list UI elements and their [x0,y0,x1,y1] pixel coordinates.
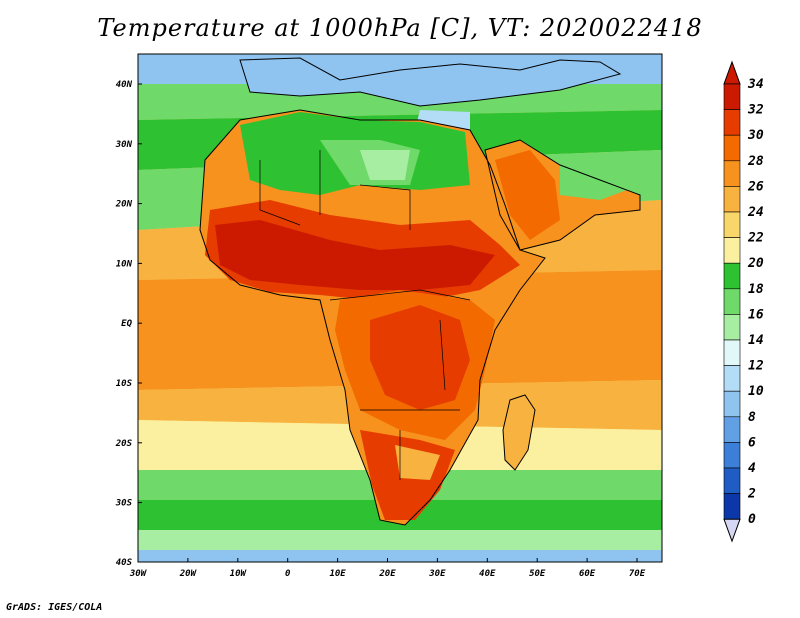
colorbar-swatch [723,134,741,162]
lon-tick-label: 50E [529,569,546,579]
colorbar-swatch [723,314,741,341]
lon-tick-label: 20W [179,569,198,579]
colorbar-swatch [723,416,741,443]
colorbar-label: 28 [747,154,764,169]
colorbar-swatch [723,83,741,110]
lat-tick-label: 20S [115,439,133,449]
plot-frame [137,53,663,563]
colorbar-label: 14 [748,333,764,348]
colorbar-label: 26 [747,179,764,194]
colorbar-label: 16 [748,307,764,322]
lat-tick-label: 30N [115,140,133,150]
lon-tick-label: 30E [428,569,446,579]
colorbar-label: 12 [748,359,764,374]
grads-credit: GrADS: IGES/COLA [6,602,103,613]
colorbar-label: 10 [748,384,764,399]
lon-tick-label: 10W [230,569,248,579]
colorbar-label: 2 [747,487,756,502]
colorbar-swatch [723,186,741,213]
colorbar-label: 0 [748,512,756,527]
colorbar-swatch [723,339,741,366]
colorbar-swatch [723,442,741,469]
colorbar-swatch [723,467,741,494]
lon-tick-label: 30W [129,569,148,579]
colorbar-swatch [723,109,741,136]
lon-tick-label: 10E [329,569,346,579]
lat-tick-label: 40S [116,558,133,568]
colorbar-label: 4 [748,461,756,476]
map-title: Temperature at 1000hPa [C], VT: 20200224… [97,14,703,42]
colorbar-bottom-arrow [723,518,741,543]
map-plot-area [138,54,662,562]
lat-tick-label: 30S [115,499,133,509]
lon-tick-label: 70E [629,569,646,579]
colorbar-label: 34 [747,77,764,92]
lat-tick-label: 10S [116,379,133,389]
colorbar-top-arrow [723,60,741,85]
lon-tick-label: 40E [479,569,496,579]
colorbar-label: 22 [747,231,764,246]
colorbar-swatch [723,160,741,187]
colorbar-swatch [723,211,741,238]
lat-tick-label: 10N [116,259,133,269]
colorbar-label: 24 [747,205,764,220]
colorbar-label: 6 [748,435,756,450]
colorbar-label: 32 [747,103,764,118]
colorbar-swatch [723,237,741,264]
colorbar-swatch [723,365,741,392]
longitude-axis: 30W 20W 10W 0 10E 20E 30E 40E 50E 60E 70E [129,558,646,579]
lat-tick-label: EQ [121,319,132,329]
colorbar-label: 8 [748,410,756,425]
colorbar-label: 30 [747,128,764,143]
colorbar-label: 20 [747,256,764,271]
latitude-axis: 40N 30N 20N 10N EQ 10S 20S 30S 40S [115,80,142,568]
lon-tick-label: 20E [378,569,396,579]
colorbar-label: 18 [748,282,764,297]
lon-tick-label: 0 [285,569,291,579]
lat-tick-label: 40N [116,80,133,90]
colorbar-swatch [723,493,741,520]
colorbar-swatch [723,262,741,290]
lon-tick-label: 60E [579,569,596,579]
colorbar-swatch [723,390,741,418]
lat-tick-label: 20N [115,200,133,210]
colorbar-swatch [723,288,741,315]
